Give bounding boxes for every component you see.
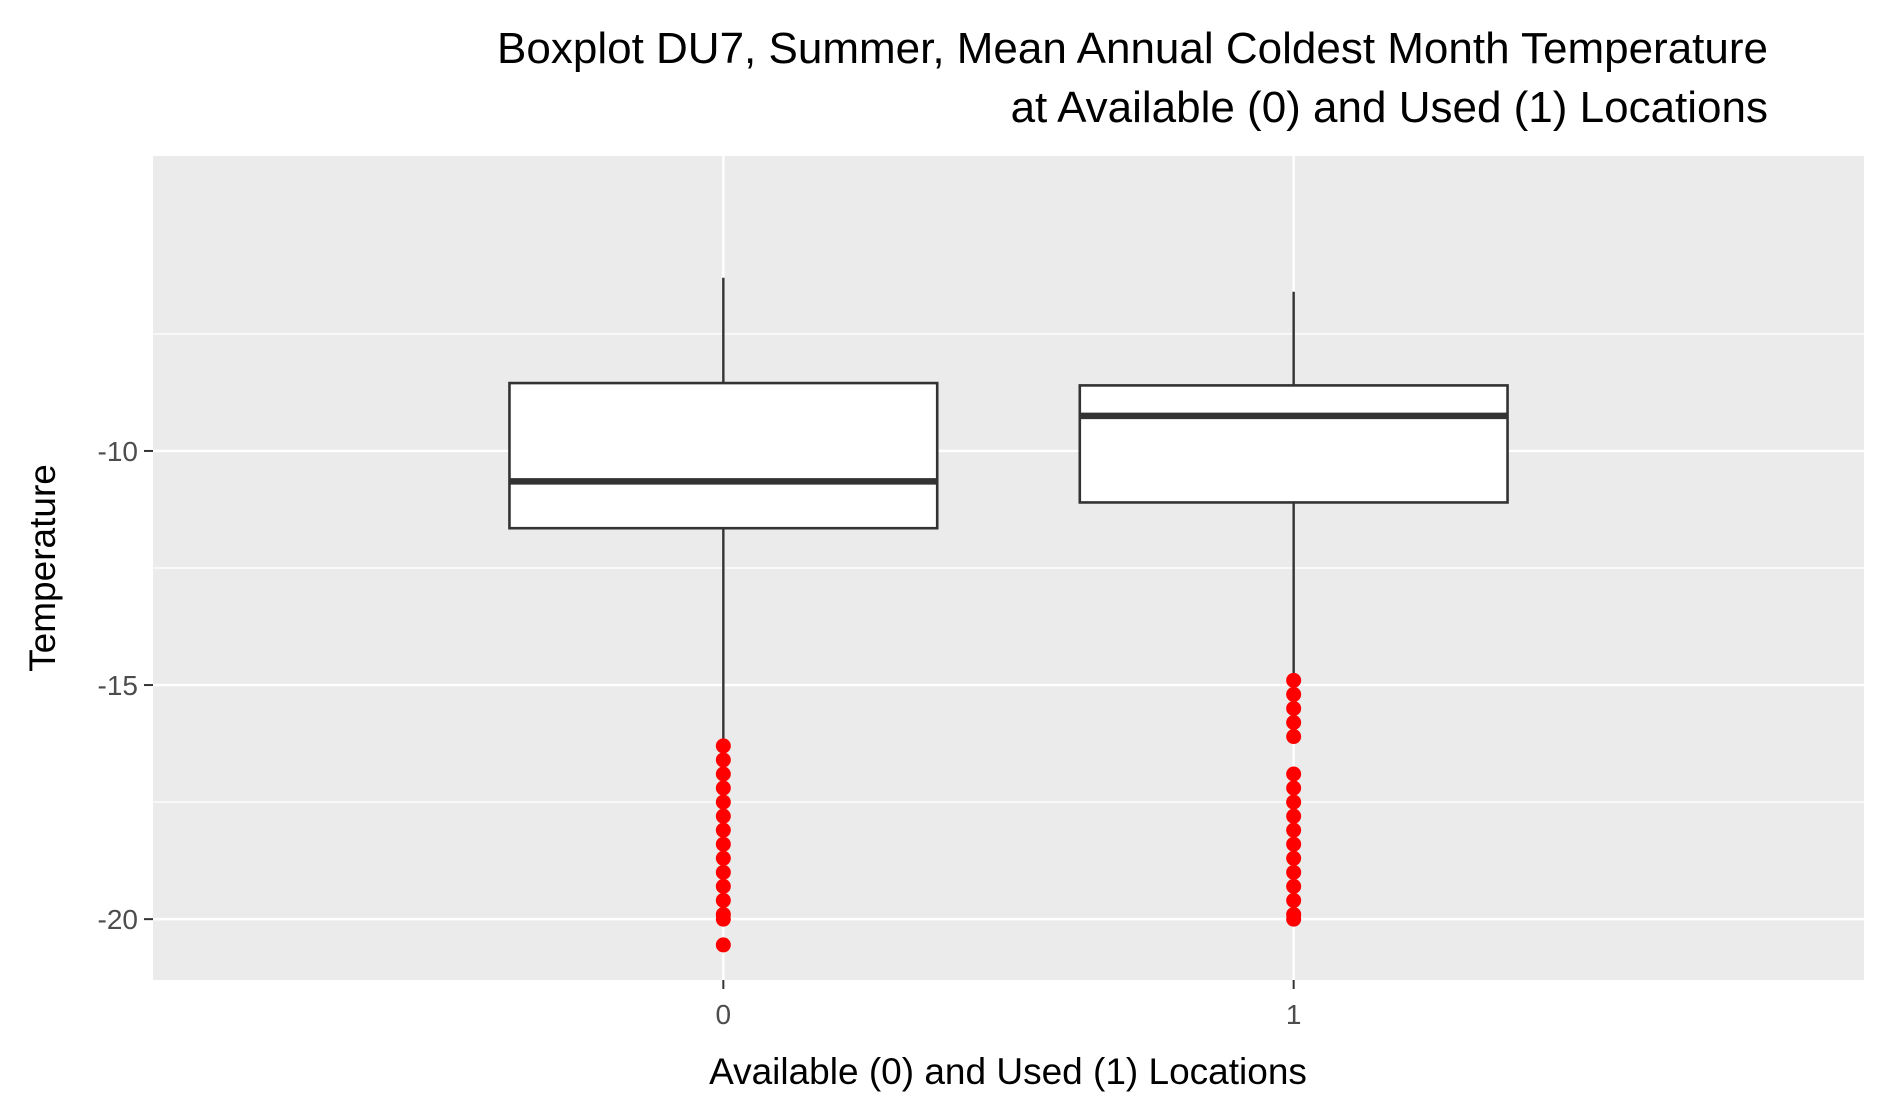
outlier-point — [1286, 836, 1302, 852]
outlier-point — [715, 864, 731, 880]
chart-title-line-1: Boxplot DU7, Summer, Mean Annual Coldest… — [497, 24, 1768, 73]
outlier-point — [1286, 864, 1302, 880]
box-iqr — [508, 381, 939, 530]
outlier-point — [715, 738, 731, 754]
outlier-point — [1286, 715, 1302, 730]
y-tick-label: -20 — [98, 904, 138, 935]
axis-ticks: -10 -15 -20 0 1 — [98, 436, 1302, 1030]
box-iqr — [1078, 384, 1509, 504]
outlier-point — [715, 808, 731, 824]
outlier-point — [1286, 686, 1302, 702]
outlier-point — [715, 892, 731, 908]
outlier-point — [715, 911, 731, 927]
box-group-0 — [508, 277, 939, 953]
box-group-1 — [1078, 291, 1509, 927]
outlier-point — [1286, 878, 1302, 894]
outlier-point — [1286, 766, 1302, 782]
outlier-point — [1286, 780, 1302, 796]
outlier-point — [1286, 808, 1302, 824]
outlier-point — [715, 850, 731, 866]
outlier-point — [1286, 822, 1302, 838]
outlier-point — [715, 794, 731, 810]
outlier-point — [1286, 911, 1302, 927]
outlier-point — [1286, 700, 1302, 716]
x-tick-label: 0 — [716, 999, 732, 1030]
outlier-point — [1286, 794, 1302, 810]
outlier-point — [1286, 892, 1302, 908]
y-tick-label: -10 — [98, 436, 138, 467]
outlier-point — [715, 878, 731, 894]
x-tick-label: 1 — [1286, 999, 1302, 1030]
outlier-point — [715, 822, 731, 838]
outlier-point — [715, 937, 731, 953]
outlier-point — [1286, 850, 1302, 866]
outlier-point — [715, 752, 731, 768]
outlier-point — [715, 780, 731, 796]
y-tick-label: -15 — [98, 670, 138, 701]
outlier-point — [1286, 729, 1302, 745]
outlier-point — [1286, 672, 1302, 688]
y-axis-title: Temperature — [22, 464, 63, 672]
outlier-point — [715, 766, 731, 782]
x-axis-title: Available (0) and Used (1) Locations — [709, 1051, 1307, 1092]
boxes — [508, 277, 1509, 953]
outlier-point — [715, 836, 731, 852]
chart-title-line-2: at Available (0) and Used (1) Locations — [1011, 83, 1768, 132]
